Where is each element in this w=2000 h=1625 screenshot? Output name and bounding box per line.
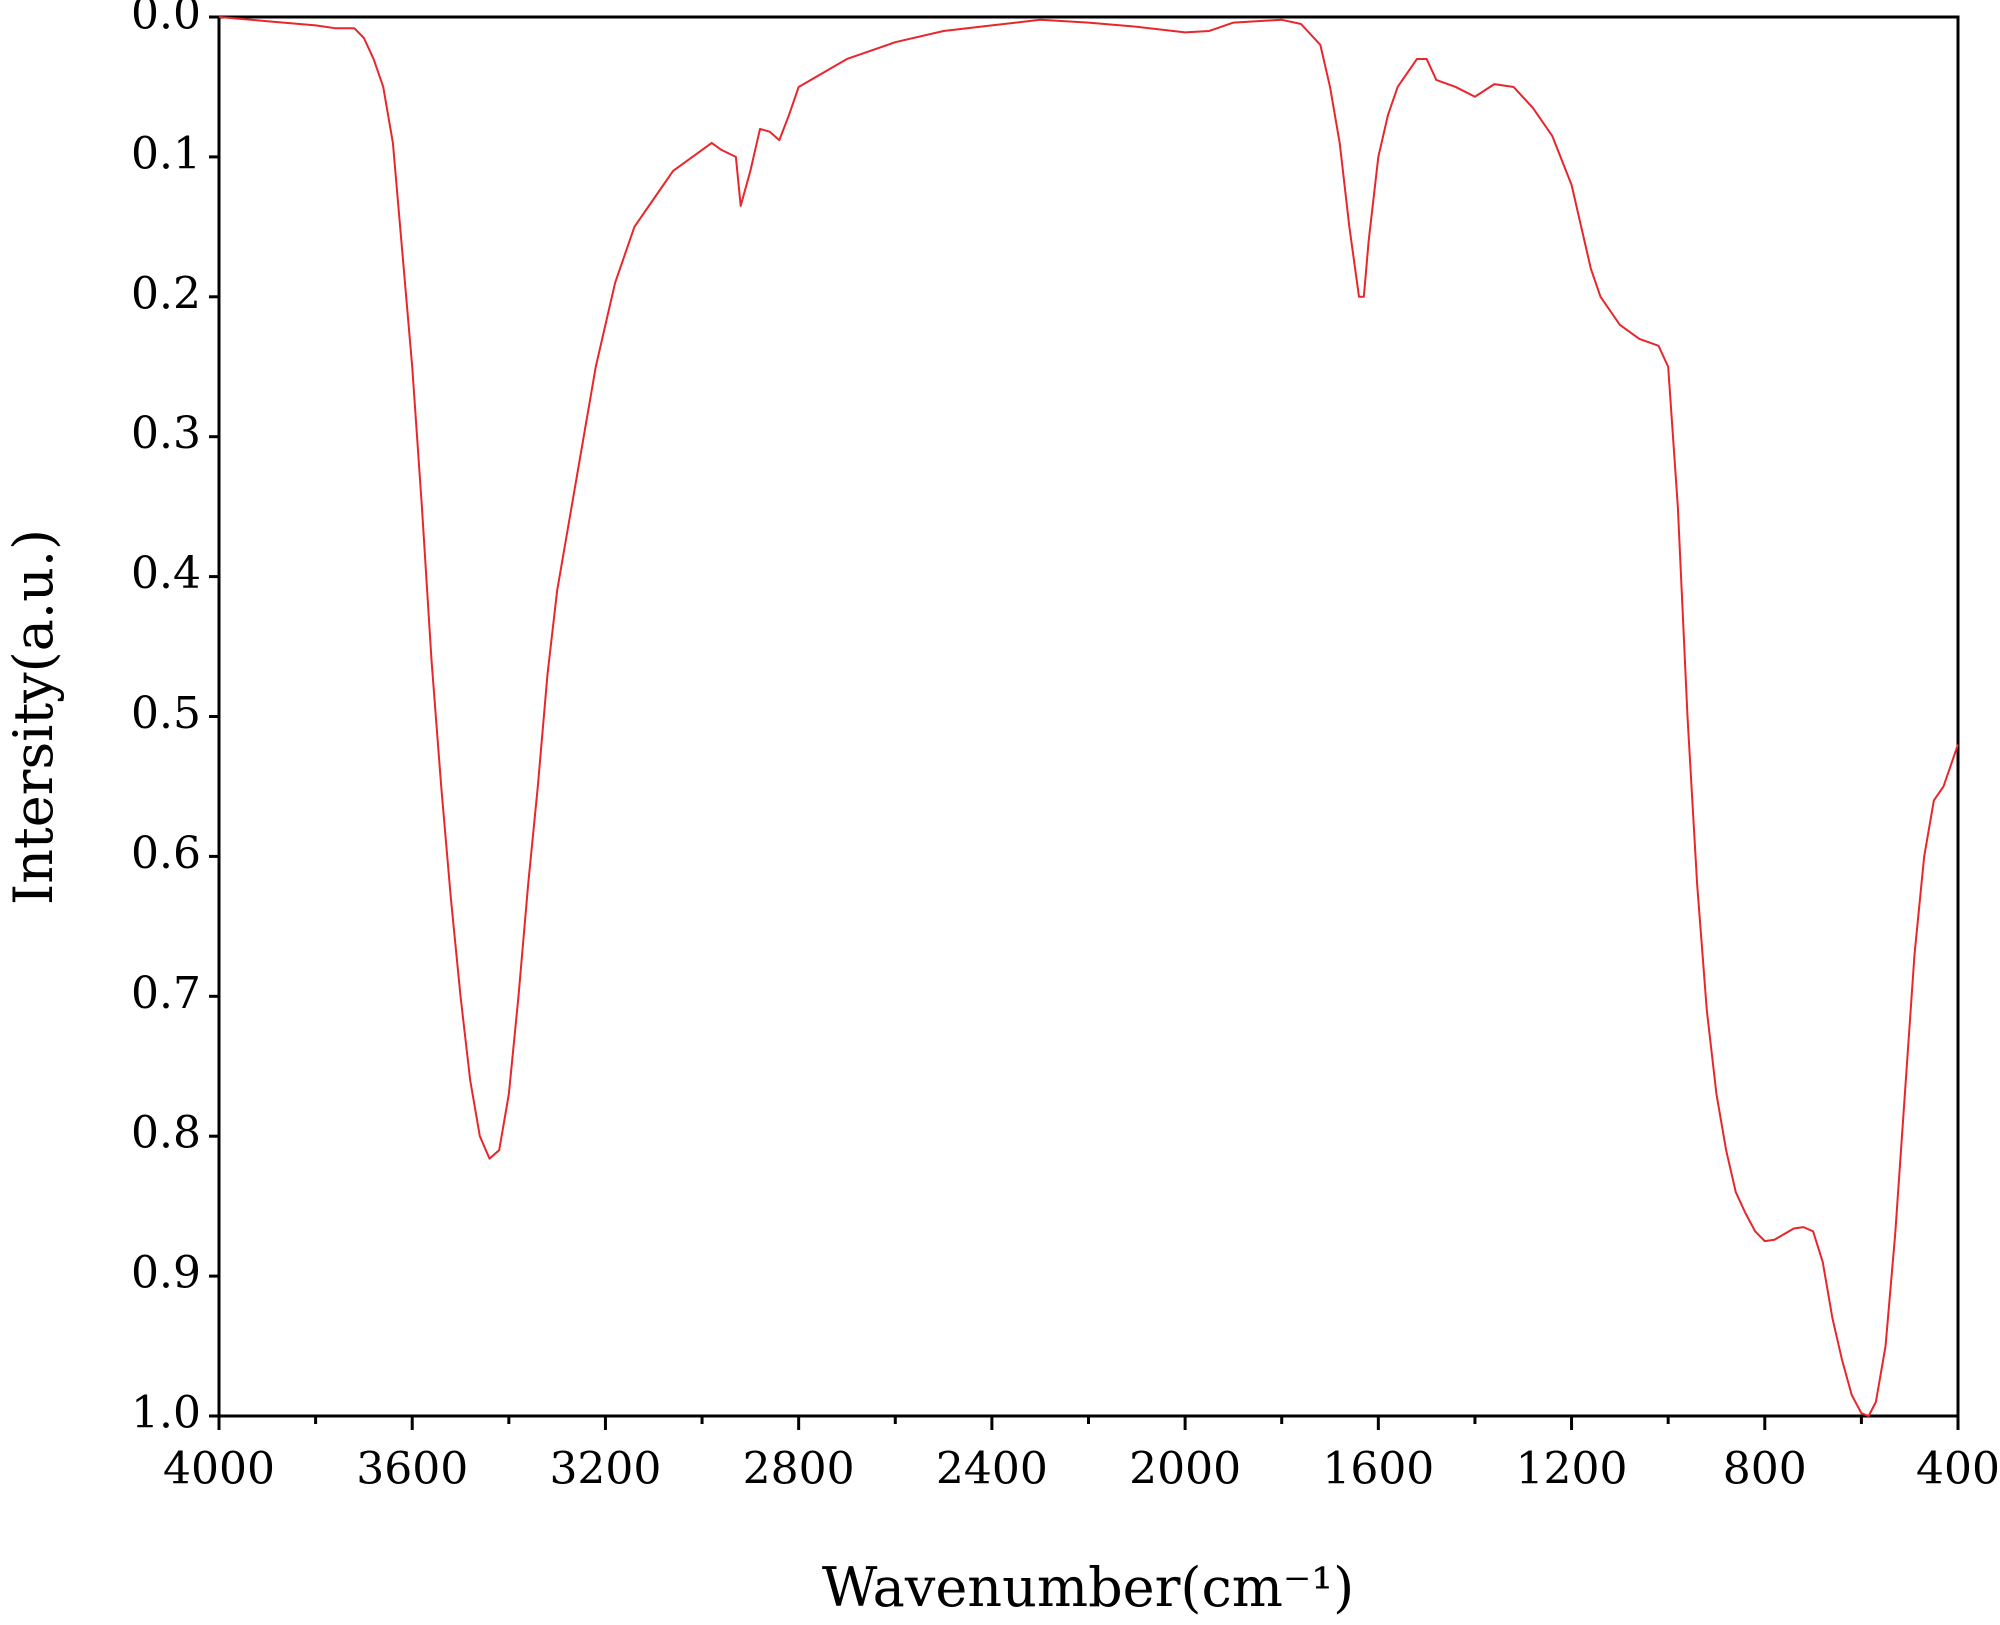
x-tick-label: 1200 xyxy=(1516,1444,1628,1495)
y-tick-label: 0.0 xyxy=(131,0,201,40)
y-tick-label: 0.3 xyxy=(131,408,201,459)
y-tick-label: 0.5 xyxy=(131,688,201,739)
x-tick-label: 800 xyxy=(1723,1444,1807,1495)
x-tick-label: 1600 xyxy=(1322,1444,1434,1495)
plot-frame xyxy=(217,15,1960,1418)
y-tick-label: 0.9 xyxy=(131,1248,201,1299)
spectrum-line xyxy=(218,16,1959,1417)
x-tick-label: 400 xyxy=(1916,1444,2000,1495)
y-tick-label: 1.0 xyxy=(131,1388,201,1439)
x-tick-label: 3600 xyxy=(356,1444,468,1495)
x-tick-label: 3200 xyxy=(549,1444,661,1495)
x-tick-label: 4000 xyxy=(163,1444,275,1495)
y-tick-label: 0.4 xyxy=(131,548,201,599)
y-axis-title: Intersity(a.u.) xyxy=(2,529,65,905)
y-tick-label: 0.7 xyxy=(131,968,201,1019)
x-axis-title: Wavenumber(cm⁻¹) xyxy=(822,1556,1354,1619)
y-tick-label: 0.1 xyxy=(131,128,201,179)
x-tick-label: 2400 xyxy=(936,1444,1048,1495)
x-tick-label: 2000 xyxy=(1129,1444,1241,1495)
y-tick-label: 0.2 xyxy=(131,268,201,319)
y-tick-label: 0.8 xyxy=(131,1108,201,1159)
x-tick-label: 2800 xyxy=(743,1444,855,1495)
y-tick-label: 0.6 xyxy=(131,828,201,879)
